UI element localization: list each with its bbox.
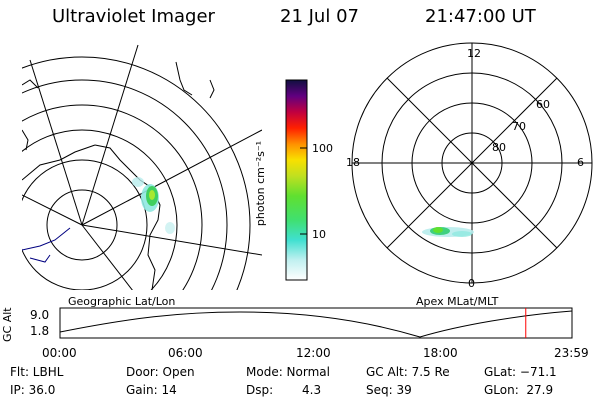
- geographic-map: [22, 44, 262, 290]
- altitude-y-max: 9.0: [30, 308, 50, 322]
- status-gc-alt: GC Alt: 7.5 Re: [366, 365, 450, 379]
- status-door: Door: Open: [126, 365, 195, 379]
- mlt-label-0: 0: [468, 277, 475, 290]
- geo-panel-label: Geographic Lat/Lon: [68, 295, 176, 308]
- time-tick-1800: 18:00: [423, 346, 458, 360]
- mlt-panel-label: Apex MLat/MLT: [416, 295, 499, 308]
- mlat-label-60: 60: [536, 98, 550, 111]
- status-glat: GLat: −71.1: [484, 365, 557, 379]
- status-filter: Flt: LBHL: [10, 365, 64, 379]
- aurora-emission-mlt: [422, 227, 474, 237]
- time-tick-0600: 06:00: [168, 346, 203, 360]
- time-label: 21:47:00 UT: [425, 6, 536, 27]
- colorbar-tick-10: 10: [312, 228, 326, 241]
- mlt-label-18: 18: [346, 156, 360, 169]
- status-ip: IP: 36.0: [10, 383, 56, 397]
- colorbar-tick-100: 100: [312, 142, 333, 155]
- time-tick-0000: 00:00: [42, 346, 77, 360]
- status-dsp-label: Dsp:: [246, 383, 274, 397]
- status-seq: Seq: 39: [366, 383, 412, 397]
- date-label: 21 Jul 07: [280, 6, 359, 27]
- time-tick-1200: 12:00: [296, 346, 331, 360]
- aurora-emission-geo: [132, 177, 175, 234]
- mlat-label-80: 80: [492, 141, 506, 154]
- status-gain: Gain: 14: [126, 383, 177, 397]
- instrument-title: Ultraviolet Imager: [52, 6, 215, 27]
- status-dsp-value: 4.3: [302, 383, 322, 397]
- time-tick-2359: 23:59: [554, 346, 589, 360]
- mlt-label-6: 6: [577, 156, 584, 169]
- colorbar-unit-label: photon cm⁻²s⁻¹: [254, 140, 268, 227]
- mlat-label-70: 70: [512, 120, 526, 133]
- mlt-label-12: 12: [467, 47, 481, 60]
- altitude-y-min: 1.8: [30, 324, 50, 338]
- status-mode: Mode: Normal: [246, 365, 330, 379]
- altitude-axis-label: GC Alt: [1, 307, 14, 342]
- status-glon: GLon: 27.9: [484, 383, 554, 397]
